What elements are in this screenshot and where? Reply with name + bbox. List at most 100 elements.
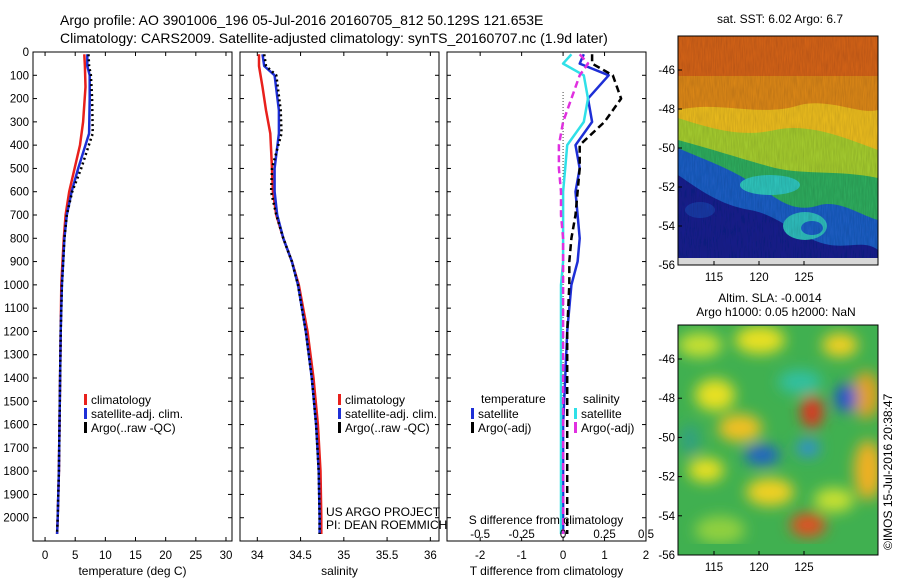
- s-tick-label: 0: [560, 529, 566, 541]
- y-tick-label: 600: [10, 187, 29, 199]
- figure-title-line2: Climatology: CARS2009. Satellite-adjuste…: [60, 30, 608, 46]
- sst-eddy: [801, 221, 823, 235]
- legend-temp-sat-swatch: [84, 408, 87, 419]
- sst-x-tick-label: 115: [705, 272, 723, 284]
- sst-eddy: [685, 202, 715, 218]
- y-tick-label: 800: [10, 233, 29, 245]
- x-tick-label: 25: [189, 550, 202, 562]
- sst-y-tick-label: -56: [658, 260, 675, 272]
- x-tick-label: 36: [424, 550, 437, 562]
- y-tick-label: 1300: [3, 350, 29, 362]
- y-tick-label: 700: [10, 210, 29, 222]
- legend-temp-argo-swatch: [84, 422, 87, 433]
- legend-sal-clim-label: climatology: [345, 393, 405, 407]
- sla-bg: [678, 325, 878, 555]
- legend-temp-sat-label: satellite-adj. clim.: [91, 407, 183, 421]
- sla-x-tick-label: 120: [749, 562, 768, 574]
- sst-field: [678, 36, 878, 265]
- legend-diff-temp-argo-swatch: [471, 422, 474, 433]
- sla-title: Altim. SLA: -0.0014: [718, 291, 822, 305]
- sla-y-tick-label: -56: [658, 550, 675, 562]
- sst-y-tick-label: -50: [658, 143, 675, 155]
- legend-sal-sat-label: satellite-adj. clim.: [345, 407, 437, 421]
- x-tick-label: -2: [475, 550, 485, 562]
- legend-diff-temp-sat-swatch: [471, 408, 474, 419]
- sla-y-tick-label: -50: [658, 432, 675, 444]
- imos-credit: ©IMOS 15-Jul-2016 20:38:47: [881, 393, 895, 550]
- project-annotation: US ARGO PROJECT: [326, 505, 441, 519]
- x-axis-label: salinity: [321, 564, 358, 578]
- y-tick-label: 100: [10, 70, 29, 82]
- sla-anomaly: [790, 513, 826, 537]
- y-tick-label: 500: [10, 163, 29, 175]
- sst-eddy: [740, 175, 800, 195]
- sla-anomaly: [814, 488, 854, 512]
- sst-x-tick-label: 120: [749, 272, 768, 284]
- s-diff-axis-label: S difference from climatology: [469, 513, 624, 527]
- sla-frame: [677, 324, 879, 556]
- x-tick-label: 15: [129, 550, 142, 562]
- sst-frame: [677, 35, 879, 266]
- sla-map: [678, 325, 878, 555]
- sst-nodata: [678, 258, 878, 265]
- x-tick-label: 30: [220, 550, 233, 562]
- legend-temp-argo-label: Argo(..raw -QC): [91, 421, 176, 435]
- sst-y-tick-label: -54: [658, 221, 675, 233]
- legend-sal-clim-swatch: [338, 394, 341, 405]
- legend-diff-sal-sat-swatch: [574, 408, 577, 419]
- sst-y-tick-label: -52: [658, 182, 675, 194]
- y-tick-label: 1500: [3, 396, 29, 408]
- x-tick-label: 0: [42, 550, 48, 562]
- sla-anomaly: [796, 439, 820, 457]
- x-tick-label: -1: [517, 550, 527, 562]
- sst-y-tick-label: -46: [658, 65, 675, 77]
- sla-anomaly: [822, 333, 858, 357]
- sla-anomaly: [778, 370, 822, 394]
- sla-anomaly: [854, 440, 878, 500]
- x-tick-label: 10: [99, 550, 112, 562]
- legend-title-temperature: temperature: [481, 392, 546, 406]
- sla-anomaly: [744, 445, 780, 465]
- sla-anomaly: [718, 414, 762, 442]
- y-tick-label: 1600: [3, 420, 29, 432]
- y-tick-label: 200: [10, 94, 29, 106]
- x-tick-label: 2: [643, 550, 649, 562]
- sst-band: [678, 36, 878, 76]
- legend-sal-argo-label: Argo(..raw -QC): [345, 421, 430, 435]
- sla-anomaly: [680, 424, 700, 456]
- s-tick-label: -0.5: [470, 529, 490, 541]
- legend-temp-clim-swatch: [84, 394, 87, 405]
- sla-y-tick-label: -52: [658, 472, 675, 484]
- sla-anomaly: [695, 516, 745, 544]
- figure-title-line1: Argo profile: AO 3901006_196 05-Jul-2016…: [60, 12, 544, 28]
- x-tick-label: 35.5: [376, 550, 398, 562]
- y-tick-label: 1100: [4, 303, 29, 315]
- y-tick-label: 1800: [3, 466, 29, 478]
- series-sal-argo: [557, 53, 590, 534]
- legend-title-salinity: salinity: [583, 392, 620, 406]
- x-tick-label: 20: [159, 550, 172, 562]
- sla-anomaly: [678, 333, 722, 357]
- sst-y-tick-label: -48: [658, 104, 675, 116]
- x-axis-label: T difference from climatology: [470, 564, 624, 578]
- legend-diff-sal-argo-label: Argo(-adj): [581, 421, 634, 435]
- y-tick-label: 400: [10, 140, 29, 152]
- sla-anomaly: [688, 458, 724, 482]
- x-tick-label: 35: [337, 550, 350, 562]
- s-tick-label: 0.25: [593, 529, 615, 541]
- pi-annotation: PI: DEAN ROEMMICH: [326, 518, 447, 532]
- legend-sal-sat-swatch: [338, 408, 341, 419]
- sla-anomaly: [735, 326, 785, 354]
- sst-map: [678, 36, 878, 265]
- plot-frame-1: [239, 51, 440, 542]
- sla-y-tick-label: -46: [658, 354, 675, 366]
- sst-band: [678, 175, 878, 265]
- y-tick-label: 1400: [3, 373, 29, 385]
- x-tick-label: 34: [251, 550, 264, 562]
- y-tick-label: 1200: [3, 326, 29, 338]
- y-tick-label: 1700: [3, 443, 29, 455]
- legend-diff-temp-argo-label: Argo(-adj): [478, 421, 531, 435]
- series-temp-argo: [565, 54, 623, 534]
- sla-field: [678, 326, 878, 544]
